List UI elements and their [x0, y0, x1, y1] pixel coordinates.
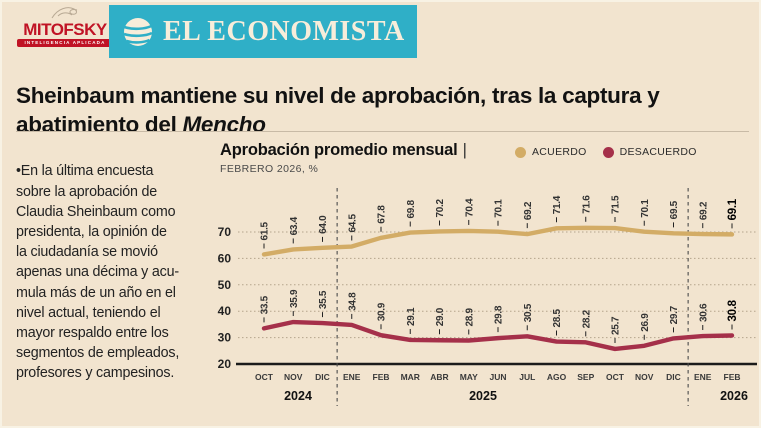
x-tick-label: DIC	[666, 372, 681, 382]
series-line-acuerdo	[261, 225, 735, 257]
x-tick-label: NOV	[635, 372, 654, 382]
data-label: 70.4	[464, 198, 475, 217]
data-label: 69.2	[698, 201, 709, 220]
data-label: 30.5	[523, 303, 534, 322]
y-tick-label: 50	[218, 278, 232, 292]
desacuerdo-dot-icon	[602, 146, 614, 158]
data-label: 71.5	[611, 195, 622, 214]
legend-label: ACUERDO	[532, 146, 587, 158]
x-tick-label: ENE	[694, 372, 712, 382]
y-tick-label: 40	[218, 304, 232, 318]
y-tick-label: 20	[218, 357, 232, 371]
data-label: 64.5	[347, 214, 358, 233]
data-label: 30.6	[698, 303, 709, 322]
data-label: 35.5	[318, 290, 329, 309]
x-tick-label: MAR	[401, 372, 420, 382]
approval-chart: 20 30 40 50 60 70 61.5 63.4 64.0 64.5 67.8 69.8 70.2…	[212, 178, 761, 426]
data-label: 28.2	[581, 309, 592, 328]
data-label: 71.6	[581, 195, 592, 214]
legend-item-acuerdo: ACUERDO	[515, 146, 587, 158]
divider-rule	[16, 131, 749, 132]
data-label: 29.0	[435, 307, 446, 326]
x-tick-label: OCT	[606, 372, 625, 382]
y-tick-label: 70	[218, 225, 232, 239]
data-label: 71.4	[552, 195, 563, 214]
data-label: 29.1	[406, 307, 417, 326]
data-label: 34.8	[347, 292, 358, 311]
legend-label: DESACUERDO	[619, 146, 697, 158]
data-label: 70.2	[435, 198, 446, 217]
x-tick-label: AGO	[547, 372, 567, 382]
y-tick-label: 60	[218, 251, 232, 265]
headline: Sheinbaum mantiene su nivel de aprobació…	[16, 81, 716, 139]
data-label: 35.9	[289, 289, 300, 308]
mitofsky-logo: MITOFSKY INTELIGENCIA APLICADA	[14, 4, 116, 58]
x-tick-label: ENE	[343, 372, 361, 382]
data-label: 69.2	[523, 201, 534, 220]
year-label: 2025	[469, 389, 497, 403]
summary-note: •En la última encuesta sobre la aprobaci…	[16, 163, 180, 382]
x-tick-label: JUN	[489, 372, 506, 382]
data-label: 69.8	[406, 200, 417, 219]
x-tick-label: DIC	[315, 372, 330, 382]
x-tick-label: JUL	[519, 372, 535, 382]
mitofsky-name: MITOFSKY	[23, 20, 107, 39]
data-label: 25.7	[611, 316, 622, 335]
x-tick-label: OCT	[255, 372, 274, 382]
data-label: 29.8	[494, 305, 505, 324]
x-tick-label: SEP	[577, 372, 594, 382]
chart-legend: ACUERDO DESACUERDO	[515, 146, 697, 158]
year-label: 2024	[284, 389, 312, 403]
data-label: 26.9	[640, 313, 651, 332]
x-tick-label: FEB	[724, 372, 741, 382]
data-label: 30.8	[727, 299, 739, 321]
x-tick-label: FEB	[373, 372, 390, 382]
acuerdo-dot-icon	[515, 146, 526, 158]
title-divider: |	[462, 141, 467, 159]
y-tick-label: 30	[218, 331, 232, 345]
data-label: 33.5	[260, 295, 271, 314]
data-label: 28.9	[464, 308, 475, 327]
headline-italic: Mencho	[182, 112, 266, 138]
x-tick-label: ABR	[430, 372, 448, 382]
data-label: 67.8	[377, 205, 388, 224]
chart-title: Aprobación promedio mensual |	[220, 141, 467, 159]
data-label: 69.1	[727, 198, 739, 220]
approval-chart-svg: 20 30 40 50 60 70 61.5 63.4 64.0 64.5 67.8 69.8 70.2…	[218, 188, 757, 406]
mitofsky-tagline: INTELIGENCIA APLICADA	[17, 39, 113, 47]
chart-subtitle: FEBRERO 2026, %	[220, 163, 319, 175]
data-label: 30.9	[377, 302, 388, 321]
economista-banner: EL ECONOMISTA	[109, 5, 417, 58]
headline-text: Sheinbaum mantiene su nivel de aprobació…	[16, 83, 660, 138]
data-label: 29.7	[669, 305, 680, 324]
globe-icon	[123, 17, 153, 46]
data-label: 70.1	[494, 199, 505, 218]
legend-item-desacuerdo: DESACUERDO	[602, 146, 697, 158]
data-label: 64.0	[318, 215, 329, 234]
mitofsky-sketch-icon	[51, 7, 78, 19]
data-label: 69.5	[669, 200, 680, 219]
data-label: 63.4	[289, 216, 300, 235]
economista-name: EL ECONOMISTA	[163, 15, 405, 47]
year-label: 2026	[720, 389, 748, 403]
x-tick-label: NOV	[284, 372, 303, 382]
series-line-desacuerdo	[261, 319, 735, 352]
x-tick-label: MAY	[460, 372, 478, 382]
data-label: 70.1	[640, 199, 651, 218]
data-label: 28.5	[552, 309, 563, 328]
data-label: 61.5	[260, 221, 271, 240]
